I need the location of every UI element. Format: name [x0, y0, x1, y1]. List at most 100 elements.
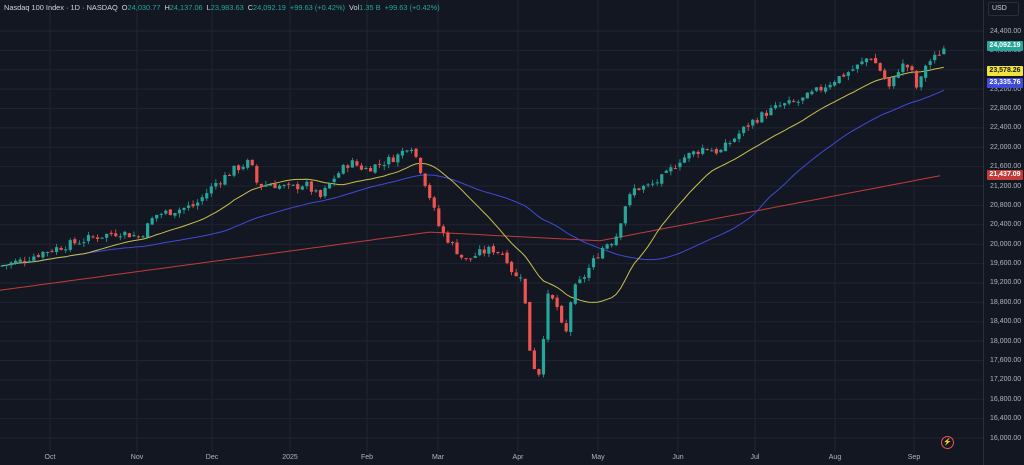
- price-tick: 18,800.00: [990, 298, 1022, 306]
- candle-body: [414, 148, 418, 157]
- candle-body: [237, 165, 241, 171]
- candle-body: [168, 209, 172, 216]
- candle-body: [446, 232, 450, 243]
- candle-body: [41, 251, 45, 258]
- candle-body: [942, 48, 946, 55]
- candle-body: [18, 259, 22, 262]
- candle-body: [487, 246, 491, 254]
- candle-body: [432, 197, 436, 208]
- candle-body: [519, 277, 523, 279]
- candle-body: [833, 81, 837, 86]
- candle-body: [64, 249, 68, 251]
- price-tick: 17,600.00: [990, 356, 1022, 364]
- ma-long-line: [0, 175, 941, 291]
- last-price-label: 24,092.19: [987, 40, 1023, 51]
- candle-body: [373, 164, 377, 173]
- price-tick: 23,200.00: [990, 85, 1022, 93]
- candle-body: [591, 258, 596, 268]
- candle-body: [209, 186, 213, 194]
- candle-body: [887, 77, 891, 87]
- candle-body: [801, 97, 805, 101]
- candle-body: [573, 284, 577, 304]
- currency-button[interactable]: USD: [988, 2, 1019, 16]
- candle-body: [482, 249, 486, 254]
- candle-body: [601, 247, 605, 259]
- time-tick: Feb: [360, 454, 374, 461]
- candle-body: [760, 112, 764, 123]
- candle-body: [132, 235, 136, 237]
- candle-body: [541, 339, 546, 375]
- candle-body: [587, 267, 591, 278]
- candle-body: [114, 233, 118, 237]
- candle-body: [59, 247, 63, 250]
- candle-body: [924, 65, 928, 78]
- candle-body: [837, 76, 841, 84]
- candle-body: [914, 70, 919, 88]
- lightning-icon[interactable]: ⚡: [941, 436, 954, 449]
- price-tick: 19,600.00: [990, 260, 1022, 268]
- candle-body: [382, 165, 386, 167]
- candle-body: [851, 69, 855, 71]
- candle-body: [455, 242, 459, 255]
- candle-body: [273, 183, 277, 189]
- candle-body: [423, 173, 427, 186]
- candle-body: [773, 105, 778, 109]
- time-tick: Oct: [44, 454, 56, 461]
- candle-body: [701, 147, 705, 154]
- candle-body: [396, 154, 400, 163]
- candle-body: [705, 149, 709, 151]
- candle-body: [505, 252, 509, 264]
- candle-body: [91, 236, 95, 238]
- candle-body: [282, 185, 286, 187]
- candle-body: [23, 260, 27, 263]
- candle-body: [141, 236, 145, 238]
- candles: [0, 45, 946, 378]
- candle-body: [459, 254, 464, 258]
- candle-body: [255, 165, 259, 183]
- candle-body: [842, 74, 846, 77]
- candle-body: [655, 182, 659, 184]
- candle-body: [218, 183, 222, 185]
- candle-body: [823, 87, 828, 92]
- candle-body: [277, 185, 282, 189]
- candle-body: [933, 54, 937, 61]
- price-tick: 16,800.00: [990, 395, 1022, 403]
- candle-body: [391, 157, 395, 162]
- candle-body: [546, 293, 550, 340]
- candle-body: [441, 226, 445, 233]
- candle-body: [673, 168, 677, 170]
- ma-long-label: 21,437.09: [987, 169, 1023, 180]
- price-chart[interactable]: [0, 0, 983, 452]
- candle-body: [259, 183, 263, 187]
- low-key: L: [206, 3, 211, 12]
- candle-body: [669, 167, 673, 172]
- candle-body: [68, 240, 72, 250]
- price-tick: 22,400.00: [990, 124, 1022, 132]
- time-tick: Dec: [205, 454, 219, 461]
- candle-body: [855, 64, 859, 69]
- candle-body: [105, 233, 109, 238]
- candle-body: [496, 252, 500, 254]
- candle-body: [164, 210, 168, 214]
- candle-body: [905, 64, 910, 68]
- candle-body: [200, 197, 204, 202]
- price-tick: 21,200.00: [990, 182, 1022, 190]
- candle-body: [428, 185, 432, 199]
- candle-body: [346, 165, 350, 168]
- time-tick: May: [591, 454, 605, 461]
- candle-body: [928, 61, 932, 65]
- volume-key: Vol: [348, 3, 360, 12]
- candle-body: [450, 242, 455, 244]
- open-value: 24,030.77: [127, 3, 161, 12]
- symbol-title[interactable]: Nasdaq 100 Index · 1D · NASDAQ: [4, 3, 118, 12]
- candle-body: [400, 150, 404, 156]
- candle-body: [109, 232, 113, 235]
- candle-body: [537, 369, 541, 375]
- candle-body: [323, 187, 327, 197]
- candle-body: [182, 207, 186, 210]
- candle-body: [491, 246, 495, 253]
- candle-body: [127, 233, 131, 238]
- candle-body: [296, 184, 300, 190]
- candle-body: [628, 194, 632, 206]
